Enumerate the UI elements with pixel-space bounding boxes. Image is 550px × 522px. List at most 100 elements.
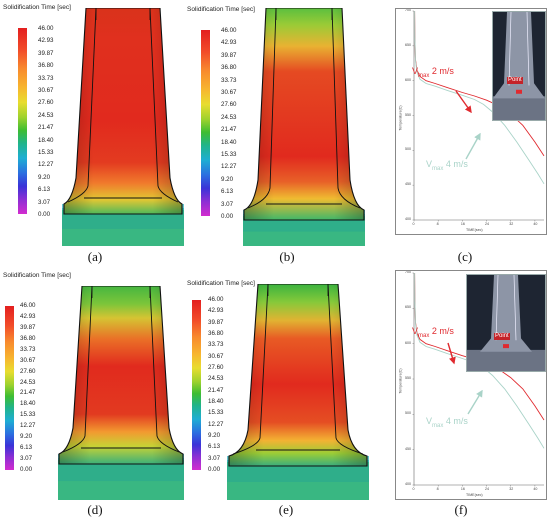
- x-tick-label: 8: [436, 222, 439, 226]
- colorbar-tick-label: 46.00: [208, 296, 224, 303]
- curve-label-subscript: max: [432, 165, 444, 172]
- caption-c: (c): [457, 249, 473, 264]
- colorbar-tick-label: 12.27: [20, 422, 36, 430]
- solidification-contour-a: [62, 8, 184, 246]
- y-tick-label: 500: [405, 411, 411, 416]
- colorbar-tick-label: 3.07: [38, 198, 51, 206]
- colorbar-tick-label: 27.60: [20, 367, 36, 375]
- colorbar-tick-label: 9.20: [208, 432, 221, 439]
- colorbar-tick-label: 18.40: [208, 398, 224, 405]
- colorbar-tick-label: 15.33: [221, 151, 237, 158]
- temperature-plot-c: 700 650 600 550 500 450 400 0 8 16 24 32 40 Temperatu…: [395, 8, 547, 235]
- y-axis-label: Temperature(C): [398, 368, 403, 394]
- colorbar-tick-label: 21.47: [38, 124, 54, 132]
- colorbar-tick-label: 3.07: [221, 200, 234, 208]
- y-tick-label: 550: [405, 376, 411, 380]
- curve-arrow: [467, 389, 483, 415]
- x-tick-label: 0: [412, 487, 415, 491]
- x-tick-label: 40: [533, 487, 538, 491]
- colorbar-tick-label: 30.67: [20, 356, 36, 364]
- colorbar-tick-label: 33.73: [208, 341, 224, 349]
- colorbar-tick-label: 30.67: [221, 89, 237, 96]
- colorbar-tick-label: 42.93: [221, 39, 237, 47]
- panel-e: Solidification Time [sec] 46.00 42.93 39.8…: [185, 270, 370, 522]
- colorbar-tick-label: 30.67: [38, 87, 54, 94]
- colorbar-tick-label: 36.80: [221, 64, 237, 72]
- x-tick-label: 16: [460, 222, 465, 226]
- colorbar-tick-label: 9.20: [38, 173, 51, 181]
- colorbar-tick-label: 24.53: [208, 375, 224, 383]
- colorbar-tick-label: 0.00: [208, 466, 221, 473]
- x-tick-label: 24: [485, 487, 490, 491]
- x-axis-label: TIME(sec): [466, 493, 483, 497]
- x-tick-label: 32: [509, 487, 514, 491]
- y-tick-label: 700: [405, 270, 411, 274]
- curve-label-speed: 4 m/s: [443, 416, 468, 426]
- colorbar: [192, 300, 201, 470]
- y-tick-label: 650: [405, 42, 411, 47]
- colorbar-tick-label: 15.33: [208, 409, 224, 417]
- colorbar-title: Solidification Time [sec]: [187, 6, 255, 13]
- colorbar-tick-label: 15.33: [20, 411, 36, 419]
- colorbar-tick-label: 0.00: [20, 466, 33, 473]
- x-tick-label: 24: [485, 222, 490, 226]
- colorbar-title: Solidification Time [sec]: [187, 280, 255, 287]
- y-axis-label: Temperature(C): [398, 104, 403, 131]
- colorbar-tick-label: 46.00: [38, 25, 54, 32]
- colorbar-tick-label: 21.47: [221, 126, 237, 134]
- colorbar: [5, 306, 14, 470]
- x-axis-label: TIME(sec): [466, 228, 483, 232]
- y-tick-label: 450: [405, 446, 411, 451]
- curve-label-subscript: max: [432, 422, 444, 429]
- curve-arrow: [447, 342, 456, 365]
- colorbar-tick-label: 39.87: [38, 49, 54, 57]
- colorbar-tick-label: 21.47: [20, 389, 36, 397]
- solidification-contour-d: [58, 286, 184, 500]
- colorbar-tick-label: 6.13: [20, 444, 33, 452]
- colorbar-tick-label: 6.13: [38, 186, 51, 194]
- y-tick-label: 400: [405, 217, 411, 221]
- colorbar-tick-label: 33.73: [38, 74, 54, 82]
- colorbar-tick-label: 12.27: [208, 420, 224, 428]
- x-tick-label: 40: [533, 222, 538, 226]
- colorbar-title: Solidification Time [sec]: [3, 272, 71, 279]
- caption-e: (e): [278, 502, 294, 517]
- colorbar-tick-label: 9.20: [20, 433, 33, 441]
- y-tick-label: 600: [405, 77, 411, 82]
- curve-label-symbol: V: [412, 326, 419, 336]
- y-tick-label: 450: [405, 182, 411, 187]
- curve-label-2: Vmax 2 m/s: [412, 326, 454, 339]
- x-tick-label: 8: [436, 487, 439, 491]
- curve-label-symbol: V: [426, 159, 433, 169]
- colorbar-tick-label: 39.87: [208, 318, 224, 326]
- colorbar-tick-label: 27.60: [38, 99, 54, 107]
- measurement-point-inset: Point: [492, 11, 546, 121]
- colorbar-tick-label: 39.87: [20, 323, 36, 331]
- colorbar-tick-label: 0.00: [221, 213, 234, 220]
- colorbar-tick-label: 36.80: [38, 62, 54, 70]
- colorbar-tick-label: 6.13: [221, 188, 234, 196]
- curve-label-speed: 2 m/s: [429, 326, 454, 336]
- panel-b: Solidification Time [sec] 46.00 42.93 39.8…: [185, 0, 370, 270]
- curve-label-speed: 4 m/s: [443, 159, 468, 169]
- y-tick-label: 400: [405, 482, 411, 486]
- temperature-plot-f: 700 650 600 550 500 450 400 0 8 16 24 32 40 Temperatu…: [395, 270, 547, 500]
- colorbar-tick-label: 46.00: [20, 302, 36, 309]
- colorbar-tick-label: 18.40: [221, 138, 237, 146]
- measurement-point-inset: Point: [466, 274, 546, 372]
- colorbar-tick-label: 12.27: [221, 163, 237, 171]
- y-tick-label: 650: [405, 305, 411, 310]
- colorbar-tick-label: 21.47: [208, 386, 224, 394]
- curve-label-symbol: V: [426, 416, 433, 426]
- colorbar-tick-label: 24.53: [20, 378, 36, 386]
- y-tick-label: 600: [405, 340, 411, 345]
- x-tick-label: 32: [509, 222, 514, 226]
- contour-image: [62, 8, 184, 246]
- series-vmax-4: [414, 10, 545, 185]
- colorbar-tick-label: 18.40: [20, 400, 36, 408]
- curve-arrow: [465, 132, 481, 160]
- colorbar-tick-label: 3.07: [20, 455, 33, 463]
- colorbar-title: Solidification Time [sec]: [3, 4, 71, 11]
- contour-image: [58, 286, 184, 500]
- caption-f: (f): [454, 502, 468, 517]
